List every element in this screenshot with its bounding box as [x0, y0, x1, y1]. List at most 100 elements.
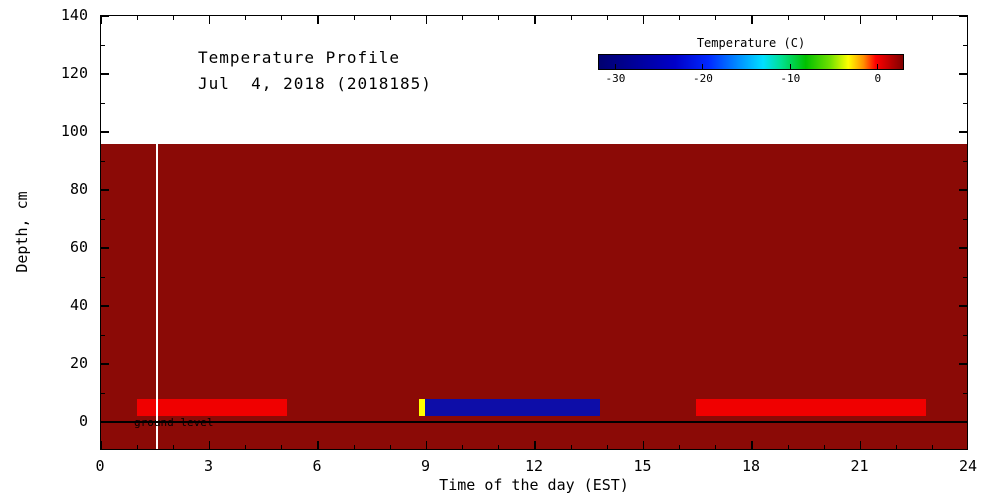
y-tick-label: 40 — [69, 296, 88, 314]
axis-tick — [534, 441, 536, 449]
x-tick-label: 24 — [958, 457, 978, 475]
axis-tick — [963, 102, 967, 104]
axis-tick — [715, 445, 717, 449]
axis-tick — [679, 445, 681, 449]
axis-tick — [896, 445, 898, 449]
axis-tick — [245, 445, 247, 449]
axis-tick — [859, 16, 862, 24]
axis-tick — [959, 363, 967, 365]
x-tick-label: 0 — [95, 457, 105, 475]
colorbar-tick — [789, 64, 791, 69]
colorbar-tick — [702, 64, 704, 69]
axis-tick — [642, 16, 645, 24]
chart-subtitle: Jul 4, 2018 (2018185) — [198, 74, 432, 93]
x-tick-label: 9 — [420, 457, 431, 475]
axis-tick — [751, 441, 753, 449]
surface-temperature-bar — [137, 398, 288, 417]
axis-tick — [245, 16, 247, 20]
colorbar-tick-label: -20 — [692, 72, 713, 85]
colorbar-gradient — [598, 54, 904, 70]
axis-tick — [353, 445, 355, 449]
axis-tick — [963, 334, 967, 336]
axis-tick — [498, 445, 500, 449]
axis-tick — [101, 102, 105, 104]
axis-tick — [859, 441, 862, 449]
axis-tick — [959, 421, 967, 423]
axis-tick — [959, 16, 967, 17]
axis-tick — [101, 421, 109, 423]
axis-tick — [172, 16, 174, 20]
ground-level-line — [101, 421, 967, 423]
axis-tick — [606, 16, 608, 20]
axis-tick — [932, 16, 934, 20]
axis-tick — [208, 441, 211, 449]
axis-tick — [281, 16, 283, 20]
axis-tick — [642, 441, 645, 449]
x-tick-label: 15 — [633, 457, 652, 475]
axis-tick — [751, 16, 753, 24]
axis-tick — [101, 44, 105, 46]
axis-tick — [101, 305, 109, 307]
axis-tick — [101, 441, 102, 449]
axis-tick — [101, 16, 109, 17]
y-tick-label: 100 — [60, 122, 88, 140]
axis-tick — [389, 16, 391, 20]
chart-title: Temperature Profile — [198, 48, 401, 67]
axis-tick — [959, 189, 967, 191]
axis-tick — [963, 160, 967, 162]
axis-tick — [498, 16, 500, 20]
axis-tick — [425, 441, 428, 449]
axis-tick — [101, 160, 105, 162]
axis-tick — [606, 445, 608, 449]
axis-tick — [823, 445, 825, 449]
axis-tick — [425, 16, 428, 24]
axis-tick — [101, 16, 102, 24]
axis-tick — [101, 189, 109, 191]
axis-tick — [823, 16, 825, 20]
axis-tick — [389, 445, 391, 449]
axis-tick — [963, 218, 967, 220]
axis-tick — [136, 16, 138, 20]
axis-tick — [317, 441, 319, 449]
colorbar-title: Temperature (C) — [696, 36, 806, 50]
axis-tick — [101, 131, 109, 133]
axis-tick — [963, 44, 967, 46]
axis-tick — [959, 131, 967, 133]
y-tick-label: 120 — [60, 64, 88, 82]
axis-tick — [172, 445, 174, 449]
plot-area: ground level — [100, 15, 968, 450]
axis-tick — [963, 392, 967, 394]
axis-tick — [715, 16, 717, 20]
axis-tick — [462, 16, 464, 20]
axis-tick — [570, 445, 572, 449]
time-marker-line — [156, 143, 159, 449]
axis-tick — [317, 16, 319, 24]
colorbar-tick-label: 0 — [874, 72, 882, 85]
axis-tick — [353, 16, 355, 20]
surface-temperature-bar — [424, 398, 601, 417]
y-tick-label: 140 — [60, 6, 88, 24]
x-tick-label: 18 — [741, 457, 761, 475]
colorbar-tick — [614, 64, 616, 69]
y-tick-label: 80 — [69, 180, 88, 198]
axis-tick — [281, 445, 283, 449]
y-axis-title: Depth, cm — [13, 191, 31, 273]
x-tick-label: 6 — [312, 457, 322, 475]
axis-tick — [896, 16, 898, 20]
x-tick-label: 21 — [850, 457, 869, 475]
x-tick-label: 3 — [203, 457, 214, 475]
axis-tick — [136, 445, 138, 449]
axis-tick — [208, 16, 211, 24]
axis-tick — [959, 247, 967, 249]
axis-tick — [462, 445, 464, 449]
axis-tick — [679, 16, 681, 20]
surface-temperature-bar — [695, 398, 926, 417]
x-axis-title: Time of the day (EST) — [439, 476, 629, 494]
x-tick-label: 12 — [524, 457, 544, 475]
axis-tick — [101, 334, 105, 336]
colorbar-tick — [877, 64, 879, 69]
axis-tick — [101, 363, 109, 365]
y-tick-label: 20 — [69, 354, 88, 372]
axis-tick — [963, 276, 967, 278]
